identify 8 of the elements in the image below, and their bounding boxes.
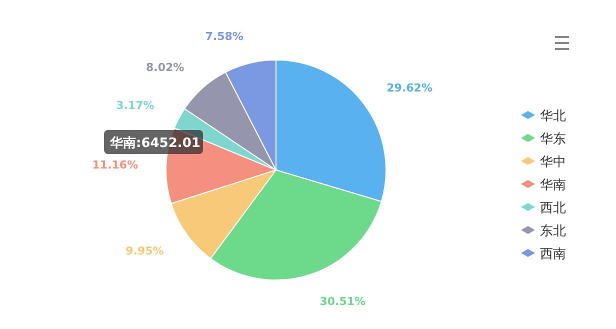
legend-label: 东北 <box>540 224 566 239</box>
legend-label: 华中 <box>540 155 566 170</box>
text: 华南:6452.01 <box>109 136 200 151</box>
legend-label: 西北 <box>540 201 566 216</box>
legend-label: 华南 <box>540 178 566 193</box>
legend-label: 华北 <box>540 109 566 124</box>
legend-label: 西南 <box>540 247 566 262</box>
legend-label: 华东 <box>540 132 566 147</box>
